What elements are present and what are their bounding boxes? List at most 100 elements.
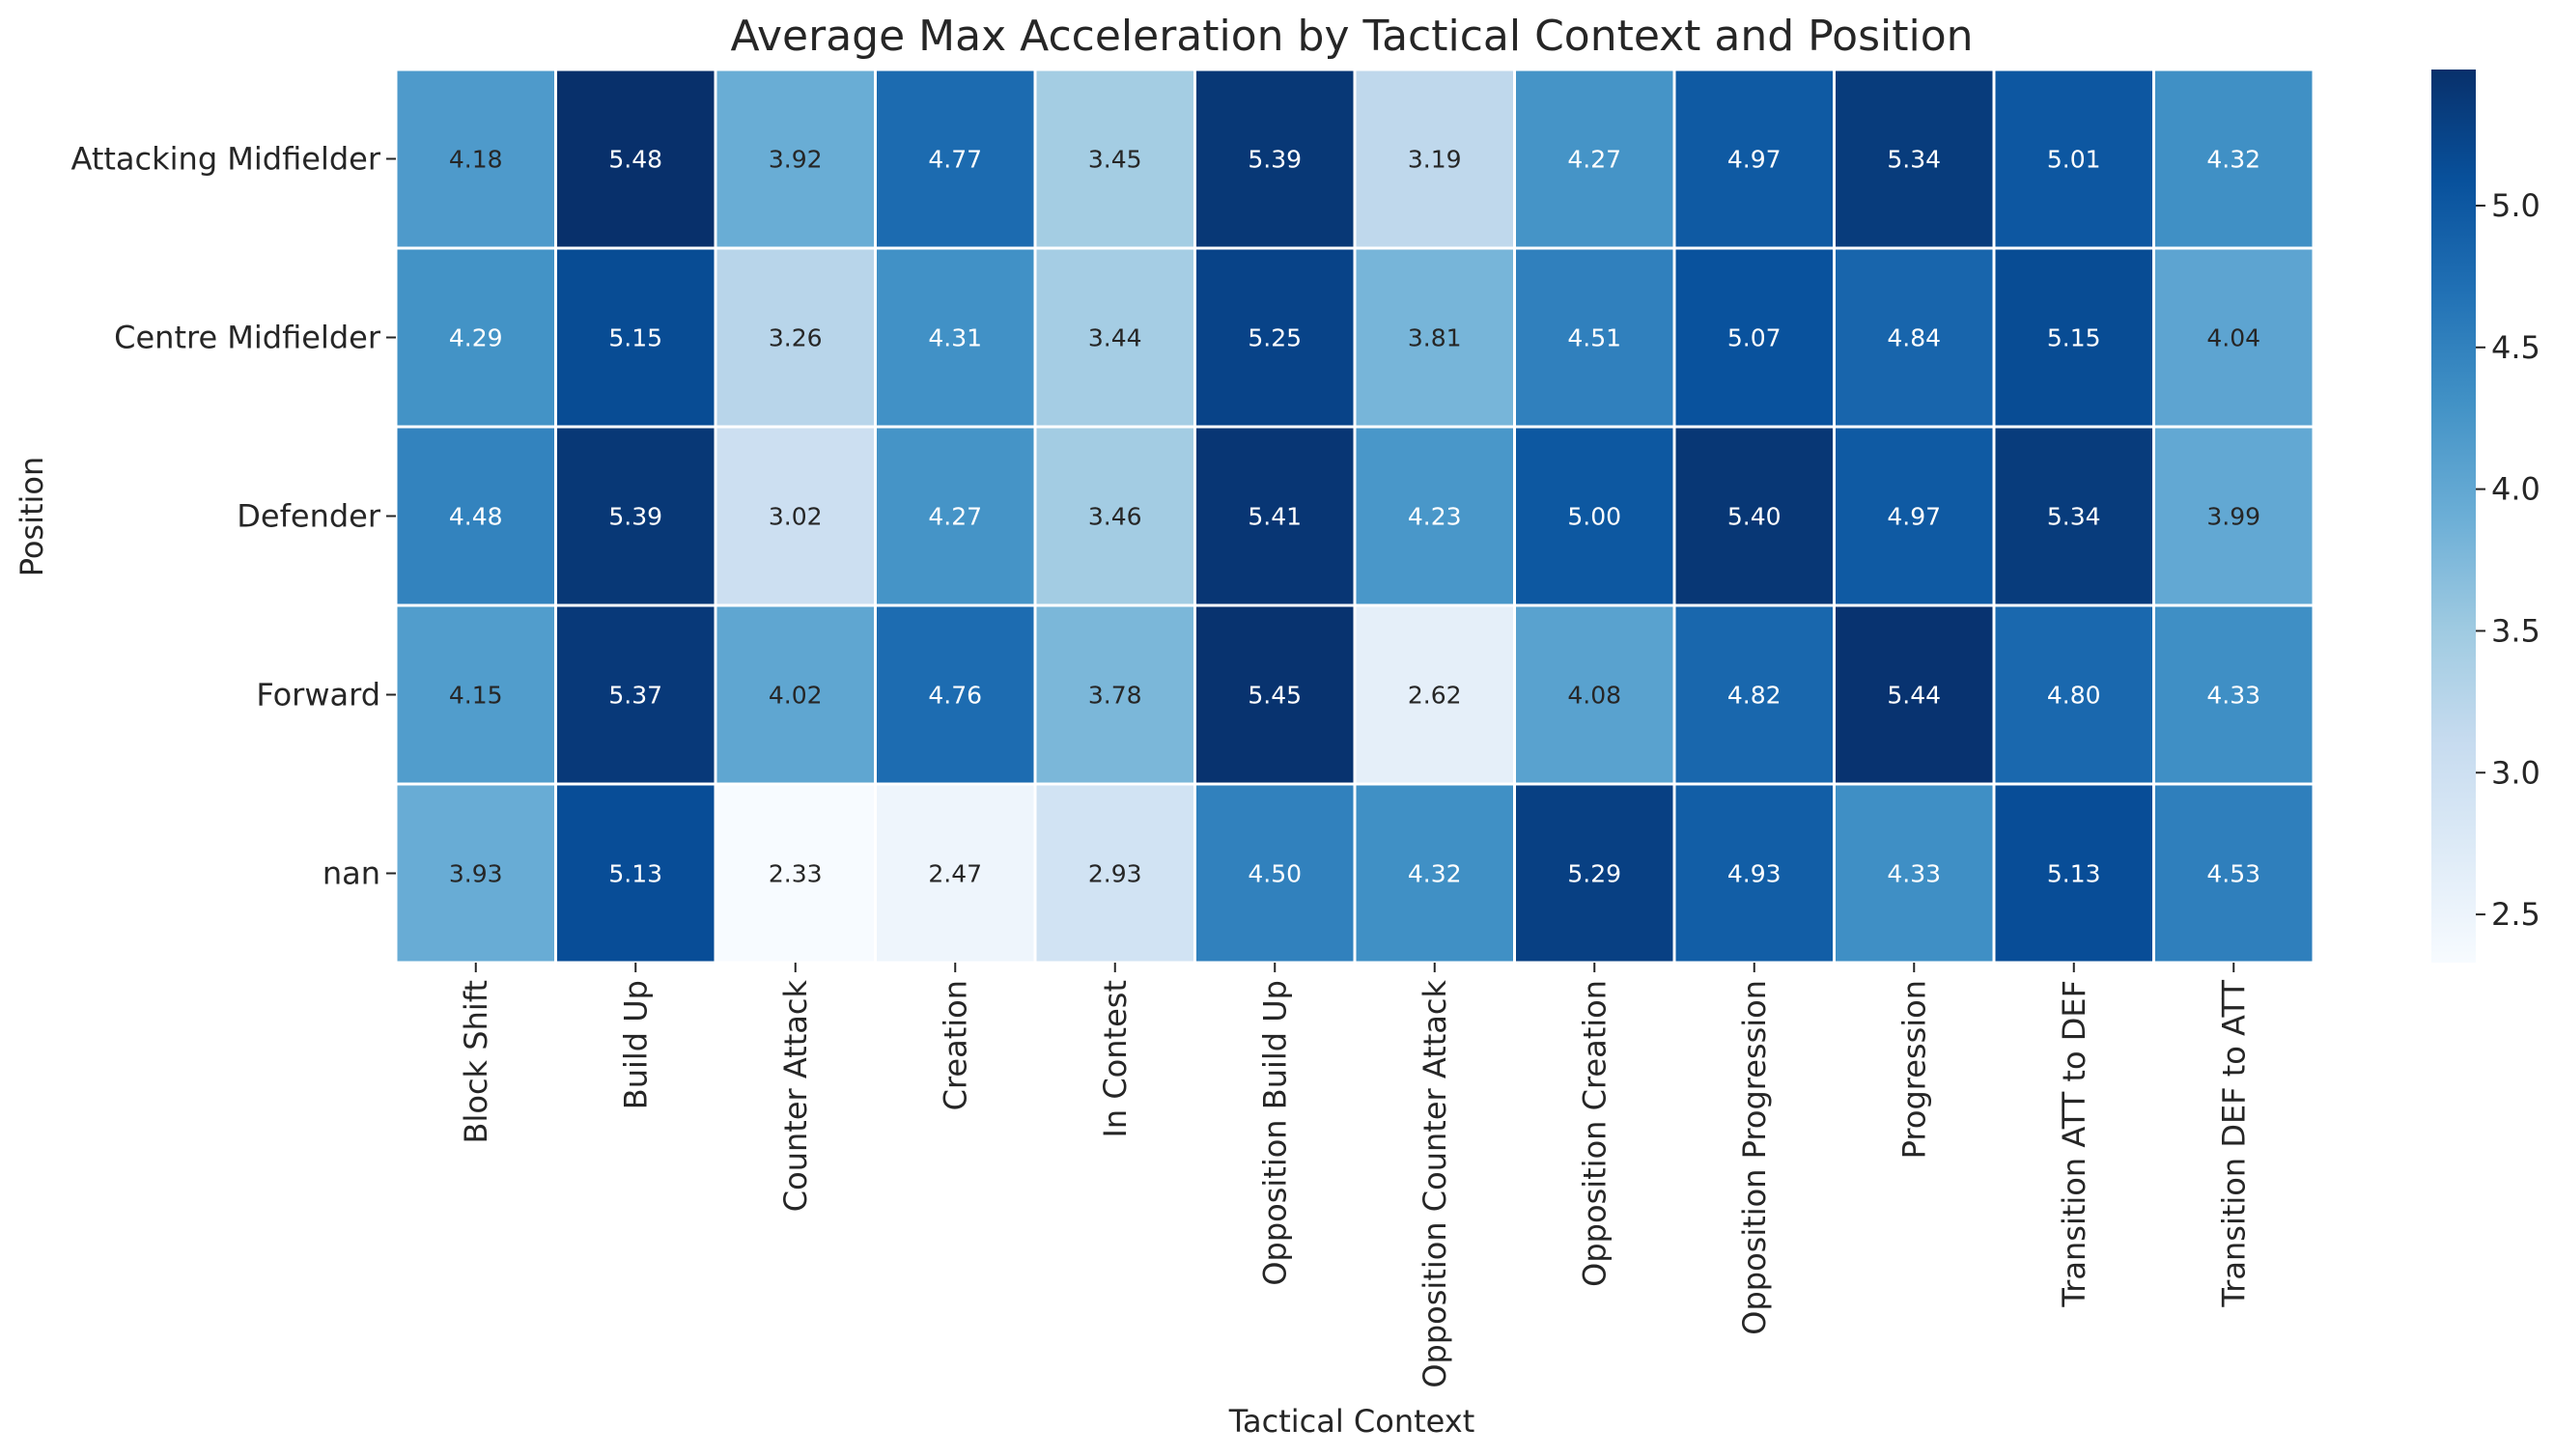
cell-value-label: 5.37: [608, 682, 662, 710]
cell-value-label: 3.81: [1408, 324, 1462, 352]
heatmap-cell: [1833, 68, 1996, 250]
cell-value-label: 4.80: [2047, 682, 2101, 710]
heatmap-cell: [1193, 68, 1357, 250]
cell-value-label: 4.04: [2206, 324, 2260, 352]
cell-value-label: 4.33: [2206, 682, 2260, 710]
colorbar-tick-label: 5.0: [2491, 187, 2540, 224]
cell-value-label: 5.44: [1887, 682, 1941, 710]
cell-value-label: 4.84: [1887, 324, 1941, 352]
cell-value-label: 3.45: [1088, 146, 1142, 174]
cell-value-label: 4.29: [449, 324, 503, 352]
chart-title: Average Max Acceleration by Tactical Con…: [731, 12, 1974, 61]
cell-value-label: 4.77: [928, 146, 982, 174]
cell-value-label: 4.76: [928, 682, 982, 710]
cell-value-label: 4.02: [769, 682, 823, 710]
cell-value-label: 2.93: [1088, 860, 1142, 888]
cell-value-label: 3.44: [1088, 324, 1142, 352]
heatmap-cell: [554, 246, 717, 429]
cell-value-label: 4.53: [2206, 860, 2260, 888]
cell-value-label: 5.41: [1248, 503, 1302, 531]
heatmap-cell: [1353, 603, 1516, 786]
heatmap-cell: [1513, 246, 1676, 429]
heatmap-cell: [1033, 246, 1196, 429]
cell-value-label: 4.48: [449, 503, 503, 531]
heatmap-cells: 4.18 5.48 3.92 4.77 3.45 5.39 3.19 4.27 4.97 5.34…: [394, 68, 2315, 965]
colorbar-tick-label: 4.5: [2491, 329, 2540, 366]
heatmap-cell: [714, 425, 877, 607]
cell-value-label: 3.26: [769, 324, 823, 352]
heatmap-cell: [1992, 782, 2155, 965]
cell-value-label: 4.27: [928, 503, 982, 531]
x-tick-label: Opposition Progression: [1736, 980, 1773, 1335]
cell-value-label: 3.46: [1088, 503, 1142, 531]
cell-value-label: 5.01: [2047, 146, 2101, 174]
heatmap-cell: [554, 68, 717, 250]
cell-value-label: 5.29: [1567, 860, 1621, 888]
heatmap-cell: [394, 603, 557, 786]
heatmap-cell: [874, 603, 1037, 786]
heatmap-cell: [1353, 782, 1516, 965]
cell-value-label: 5.39: [1248, 146, 1302, 174]
y-tick-label: Defender: [237, 498, 381, 535]
heatmap-cell: [2152, 246, 2315, 429]
heatmap-cell: [874, 246, 1037, 429]
x-tick-label: In Contest: [1097, 980, 1134, 1138]
colorbar-tick-label: 3.5: [2491, 612, 2540, 649]
heatmap-cell: [2152, 68, 2315, 250]
colorbar-tick-label: 4.0: [2491, 471, 2540, 508]
heatmap-cell: [394, 782, 557, 965]
colorbar-ticks: 2.5 3.0 3.5 4.0 4.5 5.0: [2476, 187, 2540, 933]
x-tick-label: Counter Attack: [777, 980, 814, 1213]
heatmap-cell: [1193, 603, 1357, 786]
x-tick-label: Transition DEF to ATT: [2215, 980, 2252, 1308]
cell-value-label: 3.78: [1088, 682, 1142, 710]
cell-value-label: 4.32: [2206, 146, 2260, 174]
cell-value-label: 3.02: [769, 503, 823, 531]
colorbar-tick-label: 2.5: [2491, 896, 2540, 933]
colorbar-gradient: [2431, 70, 2476, 963]
heatmap-cell: [2152, 603, 2315, 786]
heatmap-cell: [394, 68, 557, 250]
cell-value-label: 2.47: [928, 860, 982, 888]
x-tick-label: Transition ATT to DEF: [2056, 980, 2092, 1308]
cell-value-label: 3.19: [1408, 146, 1462, 174]
cell-value-label: 4.93: [1727, 860, 1782, 888]
heatmap-cell: [714, 603, 877, 786]
cell-value-label: 3.93: [449, 860, 503, 888]
cell-value-label: 5.34: [1887, 146, 1941, 174]
cell-value-label: 5.15: [608, 324, 662, 352]
x-axis-label: Tactical Context: [1228, 1403, 1475, 1440]
cell-value-label: 2.62: [1408, 682, 1462, 710]
x-tick-label: Block Shift: [458, 980, 494, 1143]
heatmap-cell: [1672, 246, 1836, 429]
cell-value-label: 4.32: [1408, 860, 1462, 888]
cell-value-label: 5.13: [2047, 860, 2101, 888]
y-axis-label: Position: [14, 457, 50, 577]
cell-value-label: 5.34: [2047, 503, 2101, 531]
cell-value-label: 4.97: [1887, 503, 1941, 531]
heatmap-cell: [1833, 246, 1996, 429]
cell-value-label: 4.18: [449, 146, 503, 174]
heatmap-cell: [714, 68, 877, 250]
cell-value-label: 5.00: [1567, 503, 1621, 531]
heatmap-cell: [1992, 246, 2155, 429]
heatmap-cell: [1513, 68, 1676, 250]
heatmap-cell: [1833, 603, 1996, 786]
cell-value-label: 4.82: [1727, 682, 1782, 710]
cell-value-label: 4.31: [928, 324, 982, 352]
cell-value-label: 4.33: [1887, 860, 1941, 888]
cell-value-label: 5.40: [1727, 503, 1782, 531]
x-tick-label: Creation: [937, 980, 973, 1110]
cell-value-label: 5.39: [608, 503, 662, 531]
colorbar: 2.5 3.0 3.5 4.0 4.5 5.0: [2431, 70, 2540, 963]
heatmap-cell: [394, 425, 557, 607]
cell-value-label: 2.33: [769, 860, 823, 888]
x-tick-label: Opposition Build Up: [1256, 980, 1293, 1286]
cell-value-label: 4.51: [1567, 324, 1621, 352]
heatmap-cell: [1193, 246, 1357, 429]
heatmap-cell: [1353, 425, 1516, 607]
cell-value-label: 4.08: [1567, 682, 1621, 710]
x-tick-labels: Block Shift Build Up Counter Attack Creatio…: [458, 963, 2252, 1388]
heatmap-cell: [1033, 425, 1196, 607]
